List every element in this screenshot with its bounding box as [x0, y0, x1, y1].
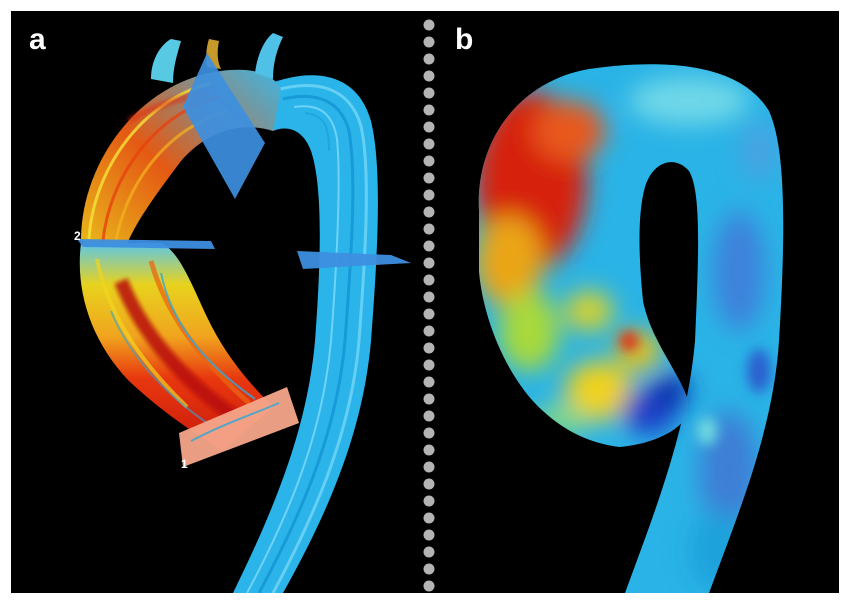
dotted-divider	[423, 19, 435, 592]
divider-dot	[423, 87, 435, 99]
divider-dot	[423, 223, 435, 235]
divider-dot	[423, 274, 435, 286]
divider-dot	[423, 325, 435, 337]
divider-dot	[423, 36, 435, 48]
plane-2-label: 2	[74, 229, 81, 243]
panel-b-label: b	[455, 23, 474, 56]
panel-b-wall-map: b	[439, 11, 839, 593]
divider-dot	[423, 104, 435, 116]
divider-dot	[423, 478, 435, 490]
divider-dot	[423, 461, 435, 473]
divider-dot	[423, 393, 435, 405]
divider-dot	[423, 291, 435, 303]
divider-dot	[423, 257, 435, 269]
figure-frame: a 1 2	[11, 11, 839, 593]
descending-aorta-streamlines	[233, 75, 378, 593]
ascending-aorta-jet	[79, 243, 273, 451]
aorta-surface-image	[478, 64, 784, 593]
analysis-planes	[77, 53, 411, 467]
divider-dot	[423, 495, 435, 507]
divider-dot	[423, 121, 435, 133]
divider-dot	[423, 410, 435, 422]
panel-a-streamlines: a 1 2	[11, 11, 419, 593]
streamline-image	[77, 33, 411, 593]
divider-dot	[423, 172, 435, 184]
aorta-surface	[478, 64, 784, 593]
divider-dot	[423, 512, 435, 524]
plane-2	[77, 239, 215, 249]
plane-1-label: 1	[181, 457, 188, 471]
divider-dot	[423, 359, 435, 371]
divider-dot	[423, 138, 435, 150]
divider-dot	[423, 546, 435, 558]
divider-dot	[423, 529, 435, 541]
divider-dot	[423, 155, 435, 167]
divider-dot	[423, 444, 435, 456]
divider-dot	[423, 427, 435, 439]
divider-dot	[423, 53, 435, 65]
divider-dot	[423, 70, 435, 82]
divider-dot	[423, 563, 435, 575]
divider-dot	[423, 240, 435, 252]
divider-dot	[423, 580, 435, 592]
divider-dot	[423, 308, 435, 320]
divider-dot	[423, 342, 435, 354]
plane-arch-proximal	[183, 53, 265, 199]
divider-dot	[423, 19, 435, 31]
panel-a-label: a	[29, 23, 46, 56]
divider-dot	[423, 189, 435, 201]
divider-dot	[423, 206, 435, 218]
divider-dot	[423, 376, 435, 388]
plane-descending	[297, 251, 411, 269]
